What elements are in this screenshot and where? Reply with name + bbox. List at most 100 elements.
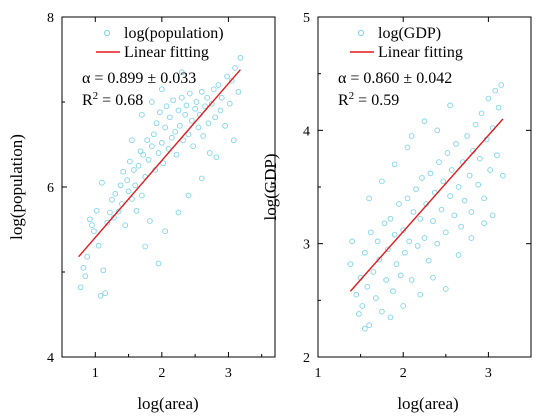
left-scatter-point <box>178 94 185 101</box>
right-scatter-point <box>390 288 396 295</box>
left-scatter-point <box>91 228 97 235</box>
right-legend-scatter-label: log(GDP) <box>378 25 441 42</box>
left-scatter-point <box>172 128 179 135</box>
left-scatter-point <box>202 103 208 110</box>
left-scatter-point <box>237 54 244 61</box>
right-scatter-point <box>442 286 449 292</box>
left-y-tick-label: 8 <box>47 11 54 26</box>
left-scatter-point <box>127 158 133 165</box>
left-scatter-point <box>160 160 167 167</box>
right-scatter-point <box>475 181 482 188</box>
left-scatter-point <box>185 131 192 138</box>
right-scatter-point <box>492 87 499 94</box>
right-scatter-point <box>425 257 432 264</box>
left-scatter-point <box>115 208 122 215</box>
left-scatter-point <box>176 122 183 129</box>
right-scatter-point <box>385 246 391 253</box>
right-scatter-point <box>448 167 455 173</box>
right-scatter-point <box>472 121 479 128</box>
right-scatter-point <box>353 291 360 298</box>
right-scatter-point <box>413 186 419 193</box>
left-scatter-point <box>217 107 224 114</box>
left-scatter-point <box>87 216 93 223</box>
left-scatter-point <box>82 273 89 280</box>
right-scatter-point <box>387 215 394 222</box>
right-scatter-point <box>498 82 505 88</box>
left-scatter-point <box>175 209 182 216</box>
left-scatter-point <box>226 100 233 107</box>
right-scatter-point <box>442 229 449 236</box>
right-scatter-point <box>366 322 372 329</box>
right-scatter-point <box>410 209 417 215</box>
left-plot-frame <box>61 16 276 358</box>
left-x-tick-label: 1 <box>92 366 99 381</box>
left-scatter-point <box>158 139 165 146</box>
left-scatter-point <box>124 177 131 184</box>
left-scatter-point <box>155 260 162 267</box>
right-scatter-point <box>500 172 506 179</box>
right-x-tick-label: 3 <box>485 366 492 381</box>
right-scatter-point <box>406 238 413 245</box>
left-scatter-point <box>102 290 109 297</box>
right-x-tick-label: 1 <box>315 366 322 381</box>
left-scatter-point <box>182 111 188 118</box>
right-y-tick-label: 4 <box>303 124 310 139</box>
right-scatter-point <box>408 133 415 139</box>
right-scatter-point <box>391 161 398 168</box>
left-scatter-point <box>99 179 105 186</box>
left-scatter-point <box>149 99 155 105</box>
right-plot-frame <box>317 16 532 358</box>
left-x-tick-label: 2 <box>158 366 165 381</box>
right-scatter-point <box>458 223 464 230</box>
left-scatter-point <box>142 243 149 250</box>
left-r2-annotation: R2 = 0.68 <box>82 90 143 109</box>
right-scatter-point <box>404 195 411 202</box>
left-scatter-point <box>120 168 127 175</box>
right-scatter-point <box>349 238 355 245</box>
left-scatter-point <box>205 120 212 127</box>
right-scatter-point <box>444 150 451 156</box>
left-scatter-point <box>165 145 172 152</box>
left-scatter-point <box>200 133 206 139</box>
right-scatter-point <box>404 144 411 151</box>
left-scatter-point <box>97 292 104 299</box>
right-scatter-point <box>396 201 402 207</box>
left-scatter-point <box>117 182 124 189</box>
left-scatter-point <box>212 114 218 121</box>
right-legend-fit-label: Linear fitting <box>378 44 463 61</box>
right-scatter-point <box>468 235 475 241</box>
right-scatter-point <box>356 311 362 317</box>
right-scatter-point <box>364 283 371 290</box>
right-scatter-point <box>430 218 436 224</box>
left-scatter-point <box>107 209 113 216</box>
right-scatter-point <box>481 220 487 227</box>
left-scatter-point <box>175 107 182 114</box>
left-scatter-point <box>180 137 186 144</box>
left-scatter-point <box>131 167 137 173</box>
left-scatter-point <box>104 219 111 226</box>
left-scatter-point <box>84 253 91 260</box>
right-scatter-point <box>485 95 492 102</box>
left-scatter-point <box>190 143 196 150</box>
right-scatter-point <box>393 261 400 267</box>
right-scatter-point <box>430 274 436 281</box>
right-scatter-point <box>494 152 500 159</box>
right-scatter-point <box>434 240 441 247</box>
left-scatter-point <box>147 218 153 224</box>
left-scatter-point <box>222 122 228 129</box>
right-fit-line <box>349 118 504 292</box>
right-scatter-point <box>478 110 485 117</box>
right-scatter-point <box>381 220 388 227</box>
right-scatter-point <box>447 193 453 199</box>
left-y-tick-label: 6 <box>47 181 54 196</box>
right-scatter-point <box>466 172 473 179</box>
right-scatter-point <box>414 243 421 249</box>
left-scatter-point <box>183 102 190 109</box>
left-scatter-point <box>139 111 145 118</box>
left-legend-fit-label: Linear fitting <box>124 44 209 61</box>
left-scatter-point <box>185 192 192 199</box>
right-scatter-point <box>436 159 442 165</box>
left-scatter-point <box>158 86 165 93</box>
left-scatter-point <box>109 196 115 203</box>
